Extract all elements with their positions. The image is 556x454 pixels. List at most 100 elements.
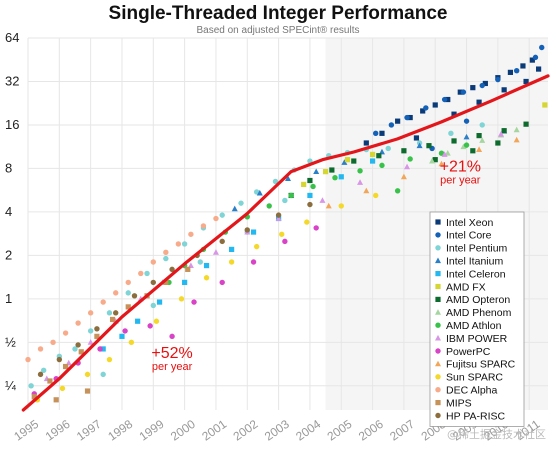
legend-label: Sun SPARC	[446, 372, 503, 384]
legend-marker-mips	[435, 400, 441, 406]
legend-label: DEC Alpha	[446, 385, 498, 397]
point-intel-core	[463, 118, 470, 124]
point-amd-athlon	[310, 183, 316, 190]
point-intel-itanium	[256, 189, 263, 196]
point-amd-opteron	[476, 133, 482, 139]
point-amd-athlon	[407, 156, 413, 162]
point-fujitsu-sparc	[438, 160, 445, 167]
point-intel-xeon	[379, 130, 385, 136]
point-amd-opteron	[432, 157, 438, 163]
legend-label: MIPS	[446, 397, 472, 409]
point-fujitsu-sparc	[363, 187, 370, 194]
growth-annotations: +52%per year+21%per year	[151, 159, 481, 373]
point-intel-core	[479, 82, 485, 89]
point-intel-xeon	[482, 80, 488, 87]
point-intel-xeon	[520, 63, 526, 69]
point-intel-xeon	[363, 140, 369, 146]
point-mips	[109, 316, 116, 323]
point-amd-opteron	[451, 138, 457, 144]
legend-label: AMD Phenom	[446, 307, 512, 319]
point-intel-celeron	[203, 262, 210, 269]
point-amd-opteron	[351, 158, 357, 164]
point-hp-pa-risc	[169, 266, 175, 273]
point-mips	[84, 388, 91, 394]
chart-subtitle: Based on adjusted SPECint® results	[196, 25, 359, 36]
annotation-rate: +52%	[151, 345, 192, 362]
point-intel-pentium	[219, 212, 225, 218]
point-amd-athlon	[463, 142, 470, 148]
point-sun-sparc	[178, 296, 185, 302]
point-intel-core	[539, 44, 545, 51]
watermark: @稀土掘金技术社区	[447, 427, 546, 441]
point-intel-itanium	[285, 175, 291, 182]
point-ibm-power	[212, 249, 219, 255]
point-intel-itanium	[416, 142, 423, 149]
point-intel-core	[441, 96, 448, 103]
point-dec-alpha	[200, 223, 207, 229]
legend-marker-intel-pentium	[435, 245, 441, 251]
point-dec-alpha	[163, 249, 169, 256]
point-hp-pa-risc	[150, 279, 157, 286]
point-intel-pentium	[479, 122, 485, 128]
point-powerpc	[191, 299, 197, 305]
point-amd-fx	[369, 151, 376, 158]
point-amd-fx	[344, 157, 351, 163]
point-intel-xeon	[407, 114, 413, 121]
legend-label: Intel Celeron	[446, 268, 506, 280]
point-mips	[53, 397, 59, 403]
legend-marker-sun-sparc	[435, 374, 441, 380]
y-tick-label: 8	[5, 160, 12, 175]
point-powerpc	[147, 323, 153, 329]
point-dec-alpha	[125, 279, 131, 286]
point-fujitsu-sparc	[400, 173, 407, 180]
point-dec-alpha	[37, 346, 44, 352]
point-powerpc	[282, 238, 288, 245]
point-dec-alpha	[100, 299, 106, 305]
point-hp-pa-risc	[113, 310, 119, 316]
legend-label: PowerPC	[446, 346, 491, 358]
legend-marker-fujitsu-sparc	[435, 360, 441, 367]
point-intel-itanium	[341, 159, 348, 165]
point-intel-xeon	[432, 102, 438, 108]
point-intel-pentium	[385, 145, 391, 152]
point-amd-athlon	[332, 175, 338, 181]
point-powerpc	[97, 346, 103, 352]
legend-box	[429, 211, 525, 427]
trend-line-path	[21, 74, 550, 412]
point-amd-opteron	[376, 153, 382, 159]
point-ibm-power	[275, 215, 282, 221]
point-dec-alpha	[25, 356, 31, 363]
point-hp-pa-risc	[244, 227, 250, 233]
point-dec-alpha	[50, 339, 56, 346]
point-amd-phenom	[479, 137, 486, 143]
point-intel-xeon	[395, 118, 401, 124]
point-intel-pentium	[40, 367, 47, 374]
legend-label: Intel Xeon	[446, 217, 493, 229]
point-amd-phenom	[429, 157, 436, 164]
point-intel-core	[404, 114, 410, 121]
point-intel-core	[460, 89, 467, 95]
legend-label: AMD Athlon	[446, 320, 502, 332]
legend-label: Intel Pentium	[446, 243, 508, 255]
point-intel-xeon	[523, 78, 529, 85]
point-intel-celeron	[119, 333, 125, 339]
point-mips	[163, 279, 169, 286]
legend-marker-intel-itanium	[435, 257, 441, 264]
point-intel-xeon	[507, 69, 514, 75]
point-intel-celeron	[182, 279, 188, 286]
y-tick-label: 64	[5, 30, 19, 45]
legend-marker-intel-xeon	[435, 219, 441, 225]
point-intel-pentium	[106, 310, 113, 316]
point-dec-alpha	[62, 330, 69, 336]
legend-label: AMD Opteron	[446, 294, 510, 306]
point-powerpc	[122, 328, 128, 334]
point-dec-alpha	[188, 231, 194, 237]
point-dec-alpha	[113, 290, 119, 296]
y-tick-label: 4	[5, 204, 12, 219]
point-mips	[47, 378, 53, 384]
point-mips	[94, 333, 100, 339]
point-intel-xeon	[457, 89, 463, 95]
chart-title: Single-Threaded Integer Performance	[109, 3, 448, 24]
